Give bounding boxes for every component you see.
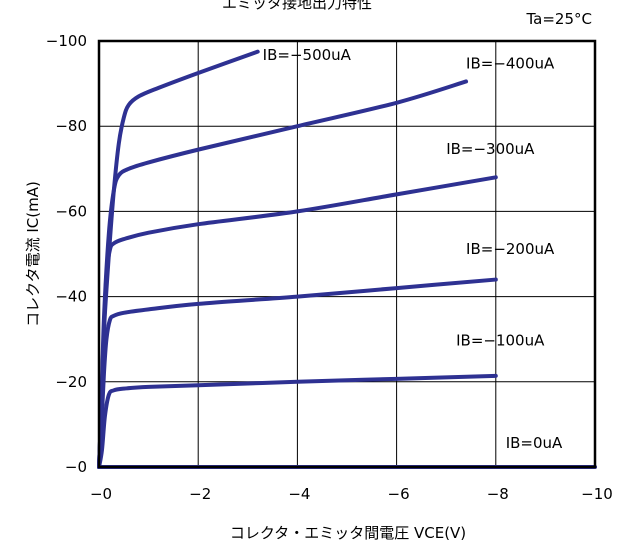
series-line-4 [97, 79, 469, 469]
curves [97, 49, 597, 469]
x-tick-label: −2 [189, 485, 211, 503]
x-tick-label: −4 [288, 485, 310, 503]
curve-labels: IB=0uA IB=−100uA IB=−200uA IB=−300uA IB=−400… [263, 46, 563, 452]
series-label: IB=−400uA [466, 55, 555, 73]
x-axis-label: コレクタ・エミッタ間電圧 VCE(V) [230, 524, 466, 542]
x-tick-label: −8 [487, 485, 509, 503]
series-label: IB=−100uA [456, 332, 545, 350]
series-label: IB=−300uA [446, 140, 535, 158]
y-axis-label: コレクタ電流 IC(mA) [24, 181, 42, 327]
x-tick-label: −10 [581, 485, 613, 503]
y-tick-label: −80 [55, 117, 87, 135]
y-tick-label: −100 [46, 32, 87, 50]
series-line-5 [97, 49, 260, 469]
y-tick-label: −40 [55, 288, 87, 306]
y-tick-label: −20 [55, 373, 87, 391]
x-tick-label: −6 [388, 485, 410, 503]
y-tick-labels: −0 −20 −40 −60 −80 −100 [46, 32, 87, 476]
chart-title: エミッタ接地出力特性 [222, 0, 372, 12]
series-label: IB=−500uA [263, 46, 352, 64]
x-tick-labels: −0 −2 −4 −6 −8 −10 [90, 485, 613, 503]
y-tick-label: −0 [65, 458, 87, 476]
chart-condition: Ta=25°C [525, 10, 592, 28]
series-label: IB=0uA [506, 434, 563, 452]
plot-frame [97, 39, 597, 469]
y-tick-label: −60 [55, 202, 87, 220]
x-tick-label: −0 [90, 485, 112, 503]
series-label: IB=−200uA [466, 240, 555, 258]
series-line-1 [97, 373, 498, 469]
